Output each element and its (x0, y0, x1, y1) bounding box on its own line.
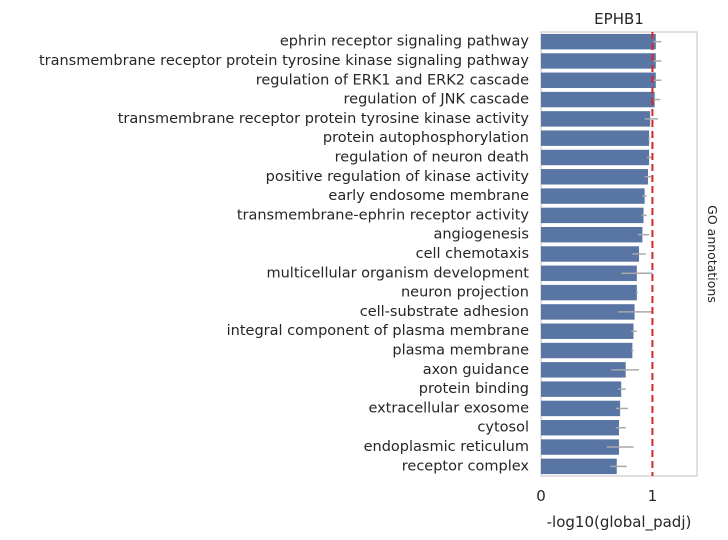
category-label: regulation of neuron death (335, 149, 529, 165)
category-label: early endosome membrane (328, 188, 529, 204)
bar (541, 226, 643, 243)
bar (541, 381, 622, 397)
category-label: ephrin receptor signaling pathway (280, 34, 530, 50)
category-label: transmembrane-ephrin receptor activity (237, 207, 530, 223)
category-label: axon guidance (423, 362, 529, 378)
category-label: positive regulation of kinase activity (266, 169, 530, 185)
bar (541, 53, 656, 69)
chart-title: EPHB1 (594, 10, 644, 28)
category-label: regulation of JNK cascade (344, 92, 530, 108)
category-label: angiogenesis (433, 227, 529, 243)
category-label: endoplasmic reticulum (364, 439, 529, 455)
bar (541, 323, 634, 339)
bar (541, 362, 626, 378)
bar (541, 284, 637, 301)
category-label: cell chemotaxis (416, 246, 529, 262)
bar (541, 304, 635, 320)
category-label: integral component of plasma membrane (227, 323, 529, 339)
bar (541, 130, 650, 146)
x-tick-label: 0 (536, 487, 546, 505)
errorbars-group (606, 40, 662, 468)
bar (541, 111, 651, 127)
bar (541, 91, 655, 108)
category-label: regulation of ERK1 and ERK2 cascade (256, 72, 529, 88)
bar (541, 265, 637, 282)
category-labels: ephrin receptor signaling pathway transme… (39, 34, 529, 475)
category-label: extracellular exosome (368, 400, 529, 416)
bar (541, 400, 621, 417)
category-label: protein autophosphorylation (323, 130, 529, 146)
bar (541, 420, 619, 436)
bar (541, 149, 650, 166)
category-label: transmembrane receptor protein tyrosine … (39, 53, 529, 69)
bar (541, 72, 656, 88)
bar (541, 342, 633, 359)
category-label: neuron projection (401, 285, 529, 301)
category-label: transmembrane receptor protein tyrosine … (118, 111, 530, 127)
bar (541, 188, 645, 204)
side-label: GO annotations (705, 205, 720, 303)
category-label: receptor complex (402, 458, 530, 474)
bars-group (541, 33, 656, 475)
bar (541, 439, 619, 455)
category-label: cell-substrate adhesion (360, 304, 529, 320)
category-label: protein binding (419, 381, 529, 397)
category-label: multicellular organism development (266, 265, 529, 281)
bar (541, 246, 640, 262)
bar (541, 33, 656, 50)
category-label: cytosol (477, 420, 529, 436)
category-label: plasma membrane (392, 343, 529, 359)
bar (541, 458, 617, 475)
bar (541, 169, 648, 185)
x-tick-label: 1 (648, 487, 658, 505)
bar (541, 207, 644, 224)
x-axis-title: -log10(global_padj) (547, 513, 692, 532)
